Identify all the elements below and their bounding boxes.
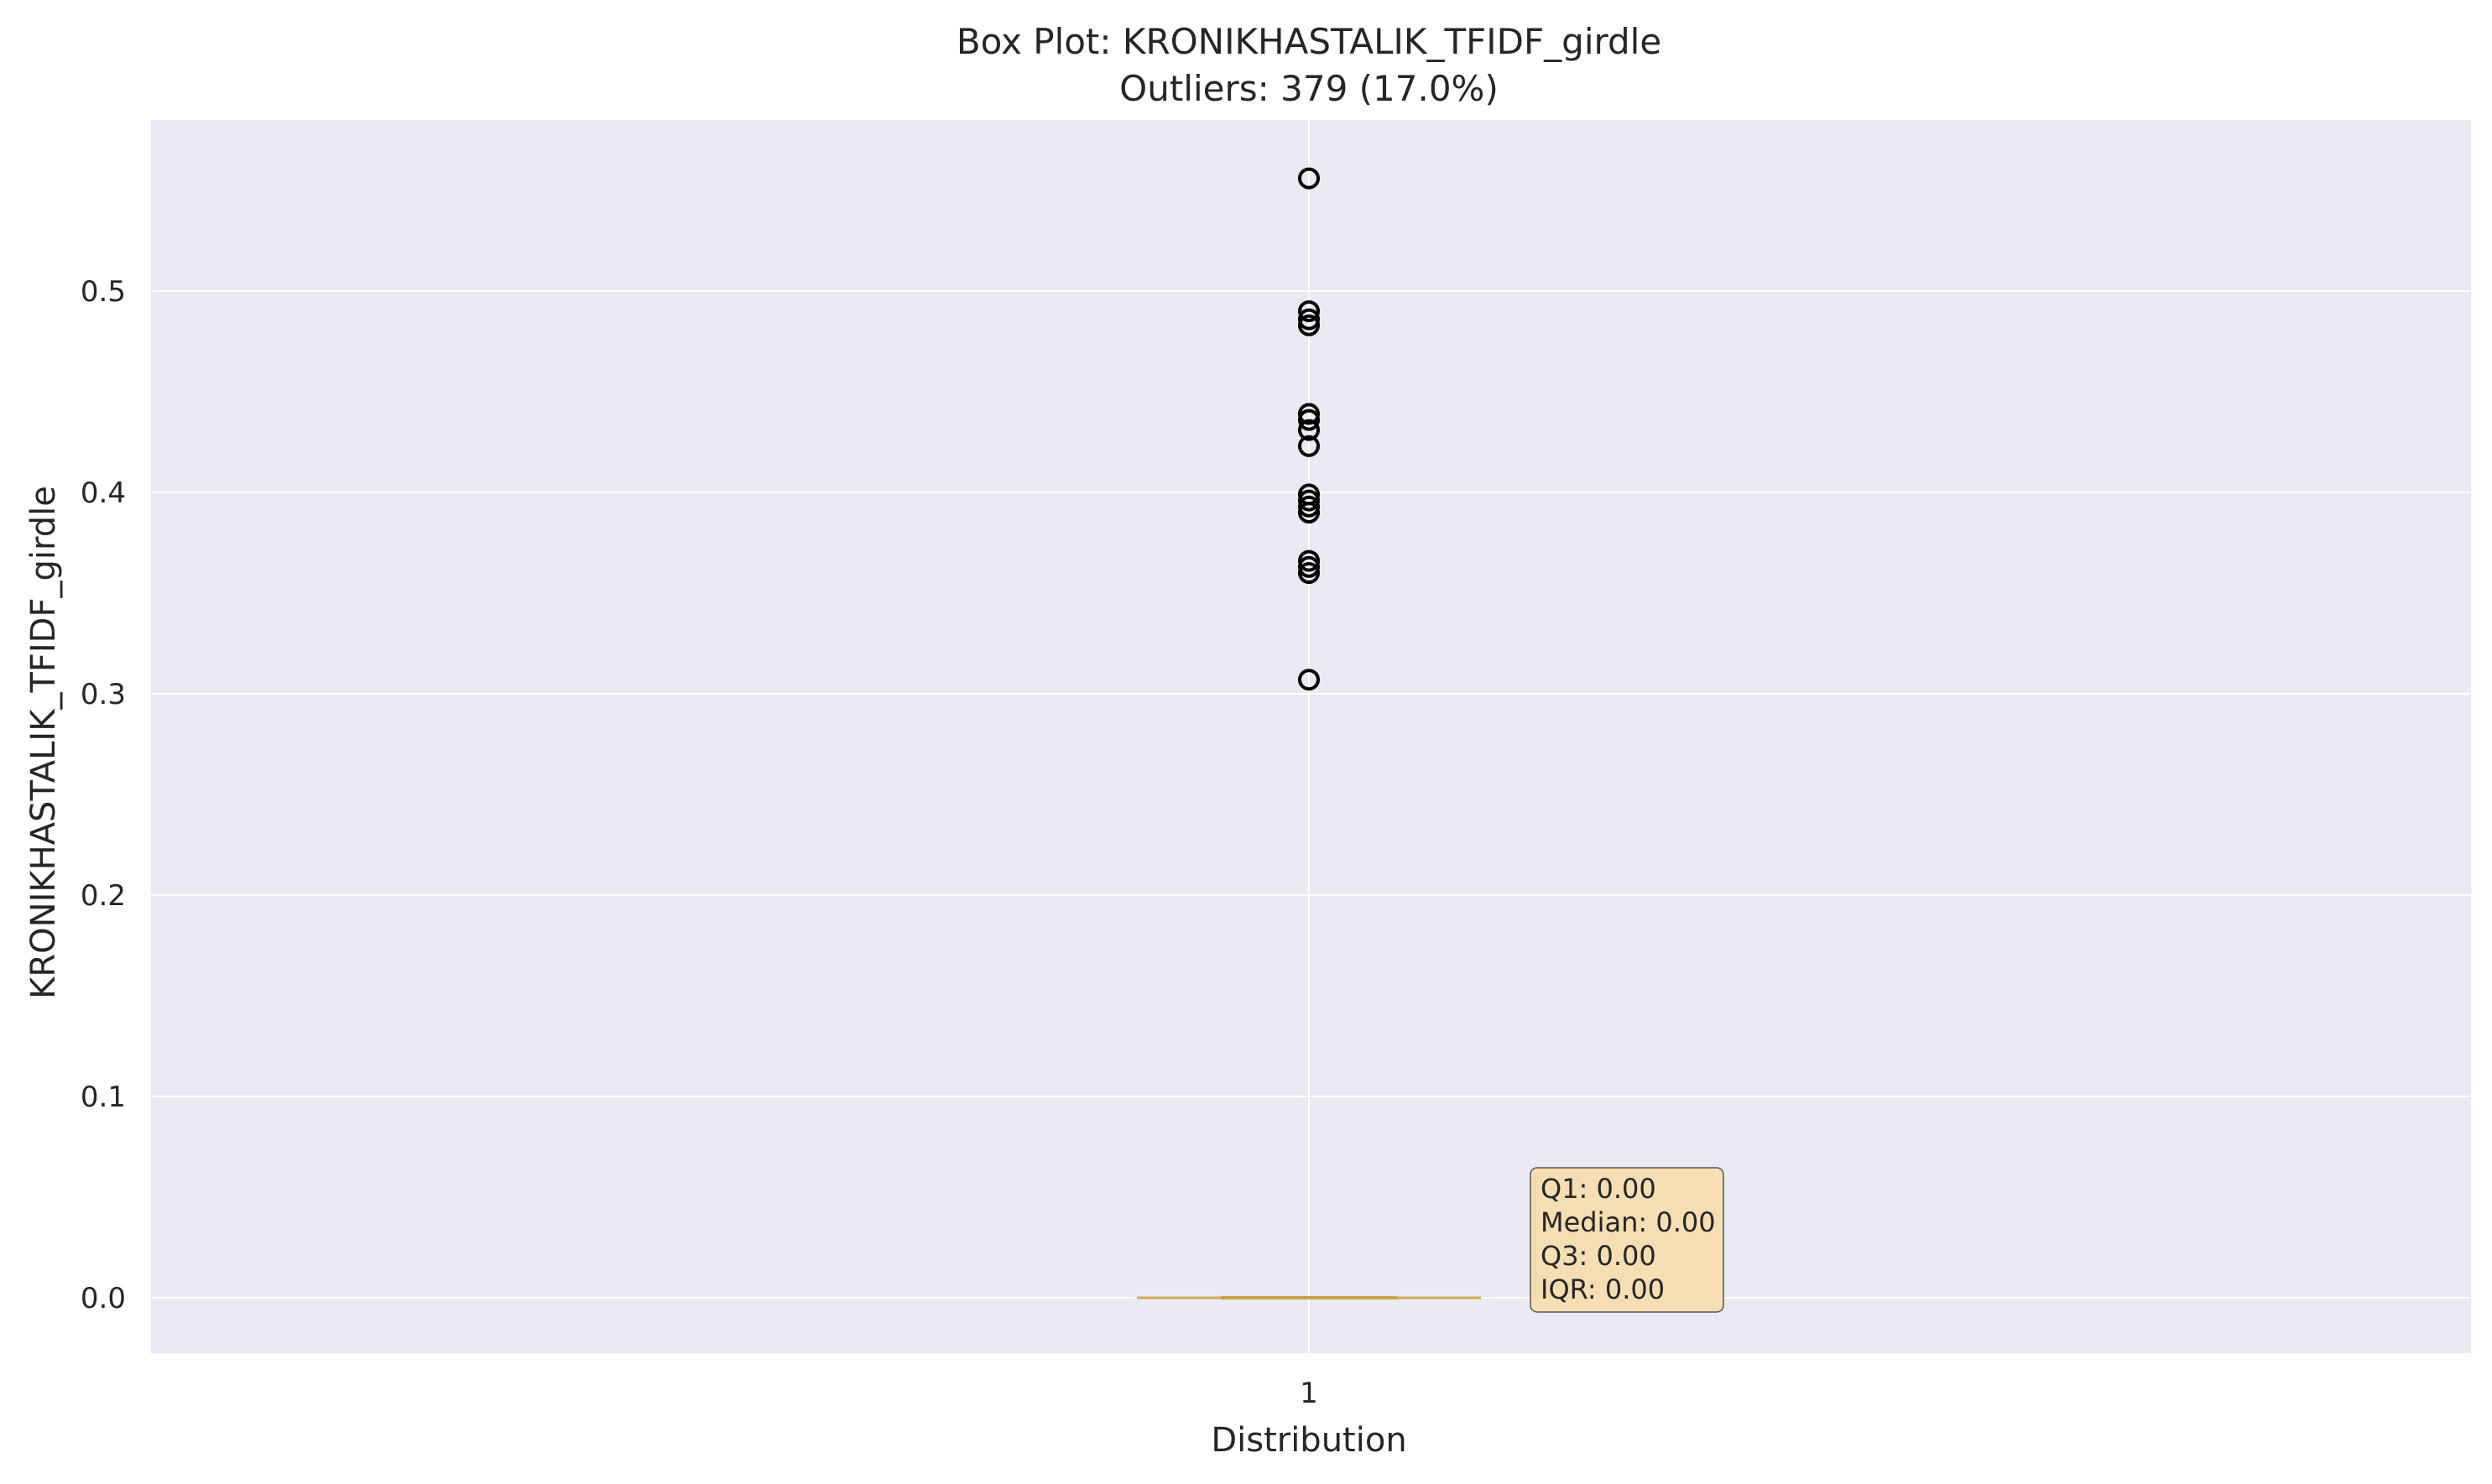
outlier-point (1298, 555, 1320, 578)
y-tick-label: 0.1 (81, 1080, 126, 1114)
box-plot-series (1137, 1296, 1481, 1299)
outlier-point (1298, 669, 1320, 691)
stats-q1: Q1: 0.00 (1541, 1173, 1656, 1205)
chart-subtitle: Outliers: 379 (17.0%) (1119, 68, 1499, 109)
outlier-point (1298, 308, 1320, 331)
outlier-point (1298, 403, 1320, 425)
outlier-point (1298, 419, 1320, 441)
outlier-point (1298, 483, 1320, 506)
y-axis-ticks: 0.0 0.1 0.2 0.3 0.4 0.5 (81, 275, 126, 1315)
x-axis-ticks: 1 (1300, 1377, 1318, 1410)
y-tick-label: 0.2 (81, 879, 126, 913)
stats-q3: Q3: 0.00 (1541, 1240, 1656, 1272)
y-tick-label: 0.0 (81, 1282, 126, 1315)
y-tick-label: 0.4 (81, 476, 126, 510)
y-axis-label: KRONIKHASTALIK_TFIDF_girdle (24, 486, 63, 999)
outlier-point (1298, 167, 1320, 190)
outlier-points (1298, 167, 1320, 691)
outlier-point (1298, 549, 1320, 572)
stats-annotation: Q1: 0.00 Median: 0.00 Q3: 0.00 IQR: 0.00 (1530, 1167, 1724, 1313)
stats-annotation-box (1530, 1167, 1724, 1313)
plot-area (151, 120, 2471, 1353)
outlier-point (1298, 409, 1320, 431)
x-axis-label: Distribution (1211, 1421, 1406, 1460)
outlier-point (1298, 435, 1320, 457)
stats-median: Median: 0.00 (1541, 1206, 1716, 1238)
x-tick-label: 1 (1300, 1377, 1318, 1410)
outlier-point (1298, 489, 1320, 512)
y-tick-label: 0.3 (81, 678, 126, 711)
stats-iqr: IQR: 0.00 (1541, 1273, 1665, 1305)
outlier-point (1298, 314, 1320, 336)
outlier-point (1298, 495, 1320, 518)
outlier-point (1298, 300, 1320, 322)
y-tick-label: 0.5 (81, 275, 126, 309)
outlier-point (1298, 562, 1320, 584)
chart-title: Box Plot: KRONIKHASTALIK_TFIDF_girdle (957, 21, 1661, 62)
